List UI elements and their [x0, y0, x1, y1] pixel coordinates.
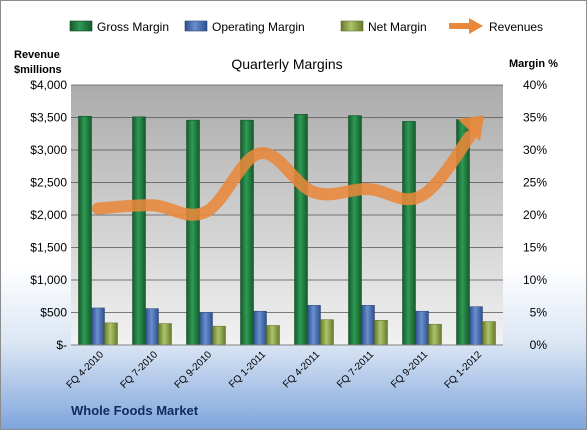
net-margin-bar — [374, 320, 388, 346]
gross-margin-bar — [186, 119, 200, 346]
right-tick-label: 35% — [523, 111, 547, 125]
net-margin-bar — [104, 322, 118, 346]
category-labels: FQ 4-2010 FQ 7-2010 FQ 9-2010 FQ 1-2011 FQ 4… — [65, 349, 485, 391]
category-label: FQ 1-2011 — [227, 349, 268, 390]
left-axis-ticks: $- $500 $1,000 $1,500 $2,000 $2,500 $3,000 $3,5… — [30, 78, 67, 352]
right-tick-label: 10% — [523, 273, 547, 287]
right-tick-label: 15% — [523, 241, 547, 255]
net-margin-bar — [482, 321, 496, 346]
category-label: FQ 7-2011 — [335, 349, 376, 390]
net-margin-bar — [158, 323, 172, 346]
right-tick-label: 25% — [523, 176, 547, 190]
category-label: FQ 7-2010 — [119, 349, 161, 391]
legend-label-operating-margin: Operating Margin — [212, 20, 305, 34]
category-label: FQ 9-2010 — [173, 349, 215, 391]
net-margin-bar — [320, 319, 334, 346]
gross-margin-bar — [294, 114, 308, 346]
left-tick-label: $4,000 — [30, 78, 67, 92]
right-axis-title: Margin % — [509, 58, 558, 70]
category-label: FQ 4-2010 — [65, 349, 107, 391]
right-axis-ticks: 0% 5% 10% 15% 20% 25% 30% 35% 40% — [523, 78, 547, 352]
right-tick-label: 30% — [523, 143, 547, 157]
net-margin-bar — [266, 325, 280, 346]
category-label: FQ 1-2012 — [443, 349, 485, 391]
right-tick-label: 5% — [530, 306, 548, 320]
legend-swatch-operating-margin — [184, 20, 208, 32]
revenues-line — [92, 130, 476, 221]
operating-margin-bar — [361, 305, 375, 346]
operating-margin-bar — [469, 306, 483, 346]
left-tick-label: $3,000 — [30, 143, 67, 157]
legend-label-gross-margin: Gross Margin — [97, 20, 169, 34]
gross-margin-bar — [348, 115, 362, 346]
category-label: FQ 9-2011 — [389, 349, 430, 390]
revenue-line — [92, 115, 484, 221]
legend: Gross Margin Operating Margin Net Margin… — [69, 18, 543, 34]
right-tick-label: 20% — [523, 208, 547, 222]
left-tick-label: $500 — [40, 306, 67, 320]
operating-margin-bar — [415, 310, 429, 346]
left-tick-label: $- — [56, 338, 67, 352]
left-tick-label: $2,500 — [30, 176, 67, 190]
operating-margin-bar — [199, 312, 213, 346]
operating-margin-bar — [91, 307, 105, 346]
legend-arrowhead-revenues — [469, 18, 483, 34]
revenues-arrowhead — [458, 115, 484, 142]
footer-company-name: Whole Foods Market — [71, 403, 199, 418]
left-tick-label: $2,000 — [30, 208, 67, 222]
legend-label-net-margin: Net Margin — [368, 20, 427, 34]
net-margin-bar — [428, 323, 442, 346]
left-tick-label: $3,500 — [30, 111, 67, 125]
net-margin-bar — [212, 325, 226, 346]
gross-margin-bar — [78, 115, 92, 346]
gross-margin-bar — [402, 121, 416, 346]
operating-margin-bar — [145, 308, 159, 346]
left-tick-label: $1,500 — [30, 241, 67, 255]
chart-title: Quarterly Margins — [231, 56, 342, 72]
operating-margin-bar — [307, 305, 321, 346]
gross-margin-bar — [132, 116, 146, 346]
category-label: FQ 4-2011 — [281, 349, 322, 390]
legend-swatch-net-margin — [340, 20, 364, 32]
operating-margin-bar — [253, 310, 267, 346]
bars — [78, 114, 496, 346]
legend-label-revenues: Revenues — [489, 20, 543, 34]
left-tick-label: $1,000 — [30, 273, 67, 287]
left-axis-title-line1: Revenue — [14, 49, 60, 61]
legend-swatch-gross-margin — [69, 20, 93, 32]
left-axis-title-line2: $millions — [14, 64, 62, 76]
right-tick-label: 40% — [523, 78, 547, 92]
right-tick-label: 0% — [530, 338, 548, 352]
